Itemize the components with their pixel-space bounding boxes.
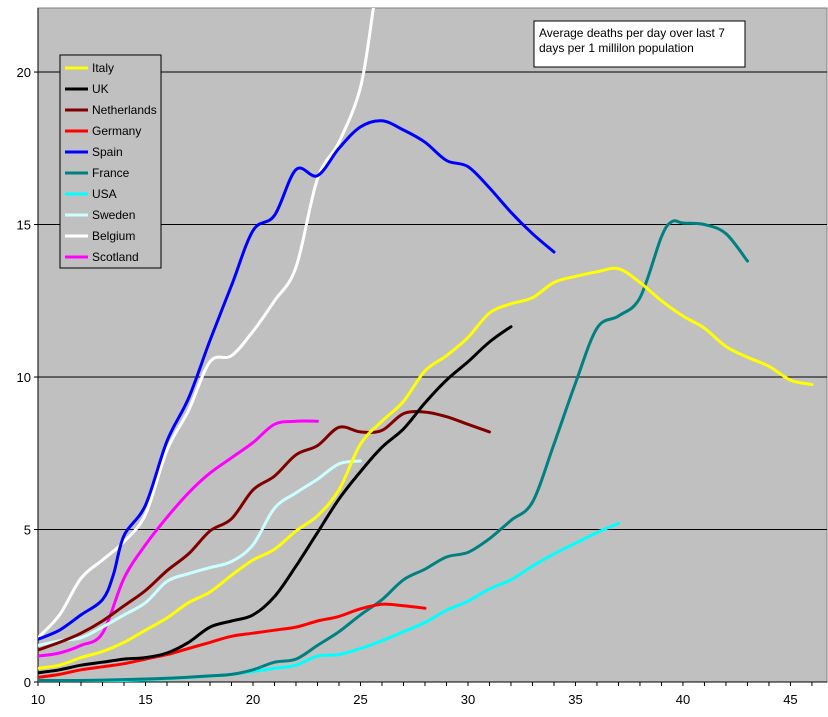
legend-label-scotland: Scotland	[92, 250, 139, 264]
legend-label-netherlands: Netherlands	[92, 103, 157, 117]
y-tick-label: 10	[17, 370, 31, 385]
x-tick-label: 15	[138, 692, 152, 707]
y-tick-label: 0	[24, 675, 31, 690]
series-line-uk	[38, 325, 513, 675]
legend-label-usa: USA	[92, 187, 117, 201]
x-tick-label: 45	[783, 692, 797, 707]
x-tick-label: 40	[676, 692, 690, 707]
legend-label-spain: Spain	[92, 145, 123, 159]
legend: Italy UK Netherlands Germany Spain France USA S…	[59, 54, 162, 269]
series-line-spain	[38, 119, 556, 641]
series-line-italy	[38, 266, 814, 670]
series-line-scotland	[38, 419, 319, 658]
x-tick-label: 25	[353, 692, 367, 707]
legend-label-uk: UK	[92, 82, 109, 96]
legend-label-germany: Germany	[92, 124, 141, 138]
x-tick-label: 20	[246, 692, 260, 707]
y-tick-label: 20	[17, 65, 31, 80]
gridlines	[38, 71, 827, 531]
legend-label-italy: Italy	[92, 61, 114, 75]
y-tick-label: 5	[24, 523, 31, 538]
x-tick-label: 10	[31, 692, 45, 707]
annotation-line: Average deaths per day over last 7	[539, 26, 725, 40]
x-tick-label: 30	[461, 692, 475, 707]
x-tick-label: 35	[568, 692, 582, 707]
y-tick-label: 15	[17, 218, 31, 233]
series-line-germany	[38, 602, 427, 679]
series-lines	[38, 8, 814, 682]
axes: 0 5 10 15 20 10 15 20 25 30 35 40 45	[17, 8, 827, 707]
legend-label-france: France	[92, 166, 130, 180]
series-line-netherlands	[38, 410, 491, 652]
legend-label-sweden: Sweden	[92, 208, 135, 222]
series-line-sweden	[38, 459, 362, 647]
series-line-france	[38, 219, 749, 682]
annotation-frame	[533, 20, 746, 68]
annotation-line: days per 1 millilon population	[539, 41, 694, 55]
legend-label-belgium: Belgium	[92, 229, 135, 243]
series-line-belgium	[38, 8, 375, 640]
